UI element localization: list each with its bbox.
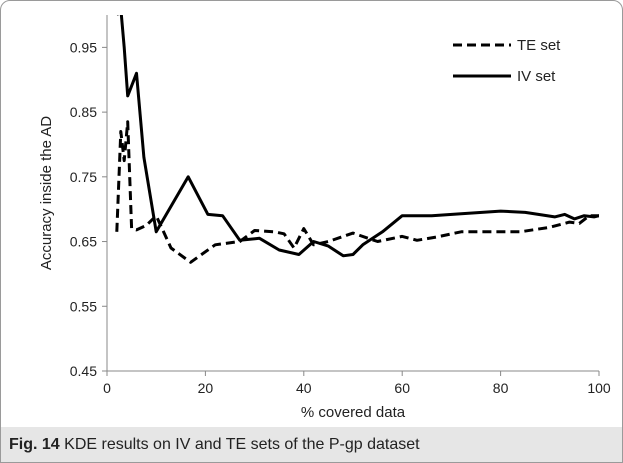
- series-layer: [115, 15, 599, 264]
- axes: [102, 15, 600, 376]
- y-tick-label: 0.65: [70, 234, 97, 250]
- y-tick-label: 0.95: [70, 39, 97, 55]
- legend-label: TE set: [517, 37, 561, 54]
- tick-labels: 0.45 0.55 0.65 0.75 0.85 0.95 0 20 40 60 80 100: [70, 39, 611, 396]
- y-tick-label: 0.55: [70, 298, 97, 314]
- legend: TE set IV set: [453, 37, 561, 85]
- iv-set-line: [116, 15, 599, 258]
- caption-text: KDE results on IV and TE sets of the P-g…: [64, 436, 420, 453]
- x-tick-label: 0: [103, 380, 111, 396]
- legend-label: IV set: [517, 68, 556, 85]
- x-tick-label: 80: [493, 380, 509, 396]
- caption-label: Fig. 14: [9, 436, 60, 453]
- y-tick-label: 0.45: [70, 363, 97, 379]
- figure-caption: Fig. 14 KDE results on IV and TE sets of…: [1, 427, 622, 462]
- x-tick-label: 60: [394, 380, 410, 396]
- x-axis-label: % covered data: [301, 404, 406, 421]
- y-tick-label: 0.75: [70, 169, 97, 185]
- y-axis-label: Accuracy inside the AD: [38, 116, 55, 270]
- line-chart: 0.45 0.55 0.65 0.75 0.85 0.95 0 20 40 60 80 100 TE …: [38, 15, 611, 421]
- y-tick-label: 0.85: [70, 104, 97, 120]
- te-set-line: [115, 120, 599, 264]
- x-tick-label: 20: [198, 380, 214, 396]
- x-tick-label: 40: [296, 380, 312, 396]
- x-tick-label: 100: [587, 380, 611, 396]
